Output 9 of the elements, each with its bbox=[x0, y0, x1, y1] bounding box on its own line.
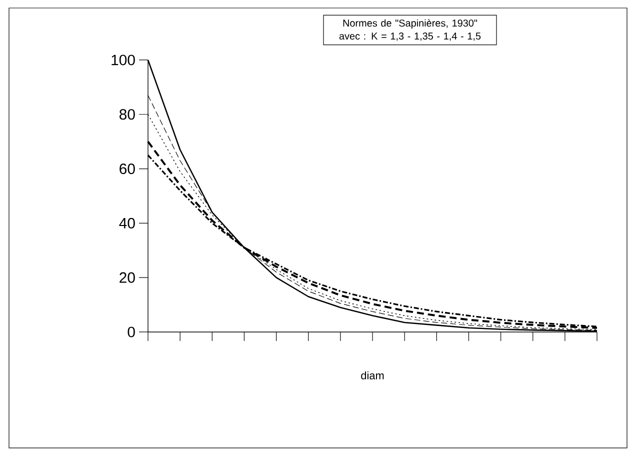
chart-subtitle: avec : K = 1,3 - 1,35 - 1,4 - 1,5 bbox=[339, 32, 481, 41]
y-tick-label: 80 bbox=[120, 109, 135, 120]
y-tick-label: 0 bbox=[128, 326, 135, 338]
y-tick-label: 20 bbox=[120, 272, 135, 283]
x-axis-title: diam bbox=[361, 371, 384, 380]
y-tick-label: 40 bbox=[119, 218, 135, 228]
y-tick-label: 60 bbox=[120, 163, 135, 174]
y-tick-label: 100 bbox=[112, 54, 135, 66]
chart-title: Normes de "Sapinières, 1930" bbox=[343, 19, 478, 29]
